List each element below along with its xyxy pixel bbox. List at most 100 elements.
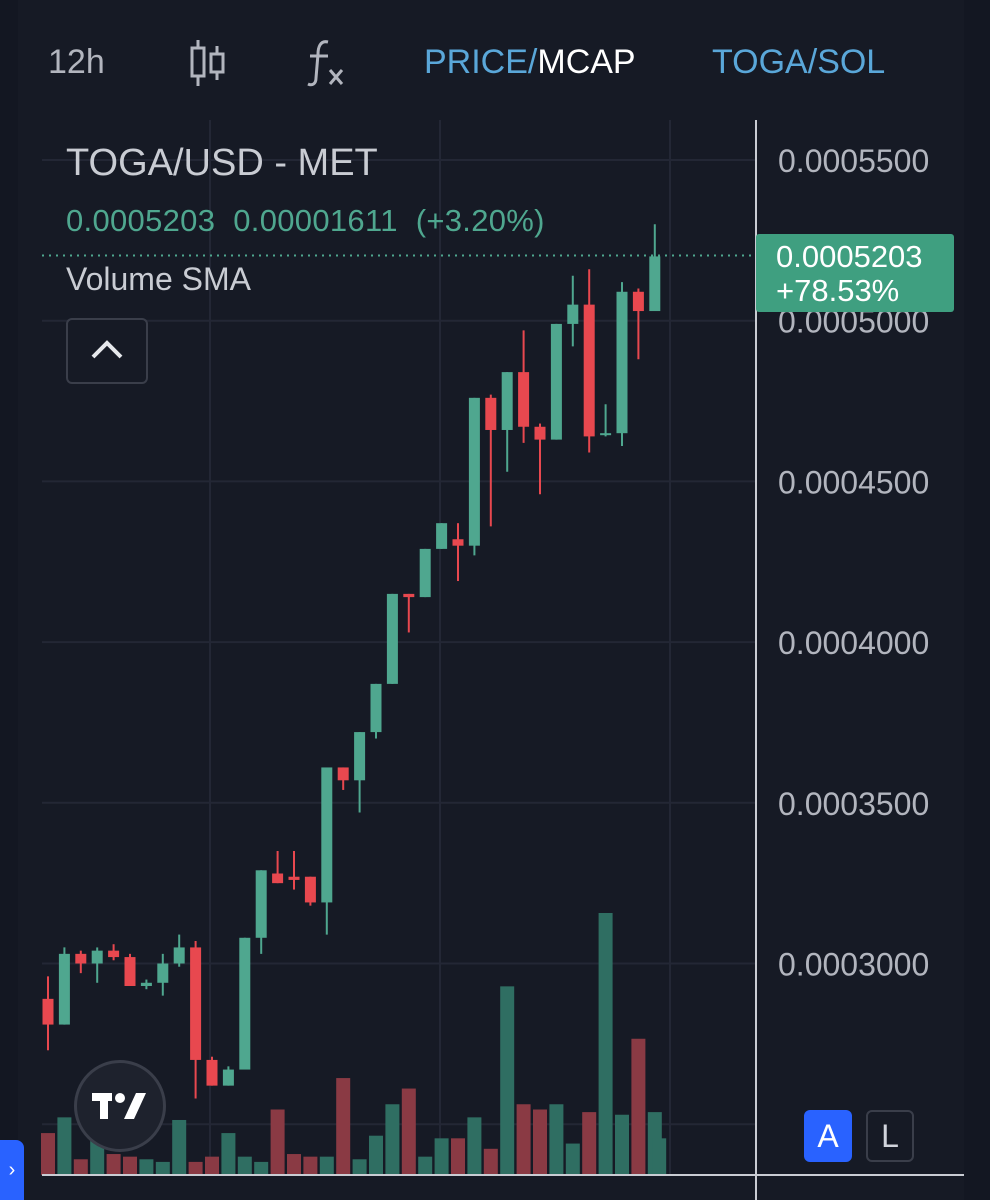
y-tick-label: 0.0004500: [778, 464, 929, 500]
candle-body: [616, 291, 628, 434]
pair-toggle[interactable]: TOGA/SOL: [712, 42, 885, 82]
volume-bar: [500, 986, 515, 1175]
price-mcap-toggle[interactable]: PRICE/MCAP: [424, 42, 636, 82]
candle-body: [108, 950, 120, 958]
candle-body: [534, 426, 546, 440]
volume-bar: [106, 1154, 121, 1175]
volume-bar: [270, 1109, 285, 1175]
candle-body: [485, 397, 497, 430]
candle-body: [255, 870, 267, 938]
candle-body: [337, 767, 349, 781]
volume-bar: [582, 1112, 597, 1175]
volume-bar: [352, 1159, 367, 1175]
candle-body: [42, 998, 54, 1025]
log-scale-button[interactable]: L: [866, 1110, 914, 1162]
chart-plot[interactable]: 0.00055000.00050000.00045000.00040000.00…: [18, 0, 964, 1200]
auto-scale-button[interactable]: A: [804, 1110, 852, 1162]
chevron-up-icon: [91, 340, 123, 359]
badge-change-pct: +78.53%: [776, 273, 900, 308]
volume-bar: [615, 1114, 629, 1175]
y-tick-label: 0.0004000: [778, 625, 929, 661]
candle-body: [304, 876, 316, 903]
side-panel-toggle[interactable]: ›: [0, 1140, 24, 1200]
volume-bar: [385, 1104, 400, 1175]
candlestick-icon[interactable]: [188, 38, 228, 93]
tradingview-logo[interactable]: [74, 1060, 166, 1152]
chart-frame: 0.0005500 0.0005000 0.0004500 0.0004000 0.00…: [18, 0, 964, 1200]
candle-body: [518, 372, 530, 427]
chart-legend-values: 0.0005203 0.00001611 (+3.20%): [66, 203, 563, 239]
candle-body: [91, 950, 103, 964]
volume-bar: [434, 1138, 449, 1175]
interval-button[interactable]: 12h: [48, 42, 105, 82]
legend-last-price: 0.0005203: [66, 203, 216, 238]
volume-bar: [57, 1117, 72, 1175]
volume-bar: [451, 1138, 465, 1175]
volume-bar: [90, 1140, 105, 1175]
volume-bar: [287, 1154, 301, 1175]
candle-body: [600, 433, 612, 436]
volume-indicator-label[interactable]: Volume SMA: [66, 261, 251, 297]
candle-body: [436, 523, 448, 549]
volume-bar: [418, 1156, 433, 1175]
pair-base[interactable]: TOGA: [712, 43, 808, 81]
volume-bar: [336, 1078, 351, 1175]
y-tick-label: 0.0003500: [778, 786, 929, 822]
tradingview-logo-icon: [92, 1093, 146, 1119]
volume-bar: [303, 1156, 318, 1175]
candle-body: [468, 397, 480, 546]
candle-body: [419, 548, 431, 598]
candle-body: [550, 323, 562, 440]
volume-bar: [254, 1161, 269, 1175]
candle-body: [239, 937, 251, 1070]
volume-bar: [237, 1156, 252, 1175]
volume-bar: [565, 1143, 580, 1175]
volume-bar: [41, 1133, 55, 1175]
mcap-option[interactable]: MCAP: [537, 43, 636, 81]
candle-body: [354, 732, 366, 781]
candle-body: [583, 304, 595, 437]
volume-bar: [598, 913, 613, 1175]
candle-body: [173, 947, 185, 964]
candle-body: [190, 947, 202, 1060]
volume-bar: [516, 1104, 531, 1175]
candle-body: [403, 593, 415, 598]
volume-bar: [467, 1117, 482, 1175]
interval-label: 12h: [48, 43, 105, 81]
volume-bar: [155, 1161, 170, 1175]
candle-body: [567, 304, 579, 324]
volume-bar: [631, 1038, 646, 1175]
volume-bar: [139, 1159, 154, 1175]
candle-body: [206, 1059, 218, 1086]
candle-body: [58, 953, 70, 1025]
volume-bar: [369, 1135, 383, 1175]
price-option[interactable]: PRICE: [424, 43, 528, 81]
volume-bar: [221, 1133, 236, 1175]
candle-body: [386, 593, 398, 684]
y-tick-label: 0.0003000: [778, 947, 929, 983]
candle-body: [370, 683, 382, 733]
collapse-legend-button[interactable]: [66, 318, 148, 384]
volume-bar: [401, 1088, 416, 1175]
pair-separator: /: [807, 43, 818, 81]
chart-legend-title: TOGA/USD - MET: [66, 142, 378, 184]
candle-body: [501, 372, 513, 430]
volume-bar: [483, 1148, 498, 1175]
candle-body: [140, 982, 152, 986]
volume-bar: [319, 1156, 334, 1175]
volume-bar: [172, 1119, 187, 1175]
volume-bar: [205, 1156, 219, 1175]
legend-change-pct: (+3.20%): [415, 203, 545, 238]
volume-bar: [188, 1161, 203, 1175]
volume-bar: [652, 1138, 667, 1175]
legend-change: 0.00001611: [233, 203, 398, 238]
badge-price: 0.0005203: [776, 239, 923, 274]
pair-quote[interactable]: SOL: [817, 43, 886, 81]
function-fx-icon[interactable]: [306, 38, 350, 93]
candle-body: [124, 957, 136, 986]
candle-body: [75, 953, 87, 964]
chart-toolbar: 12h PRICE/MCAP TOGA/SOL: [18, 0, 964, 122]
candle-body: [321, 767, 333, 903]
candle-body: [157, 963, 169, 983]
volume-bar: [533, 1109, 547, 1175]
